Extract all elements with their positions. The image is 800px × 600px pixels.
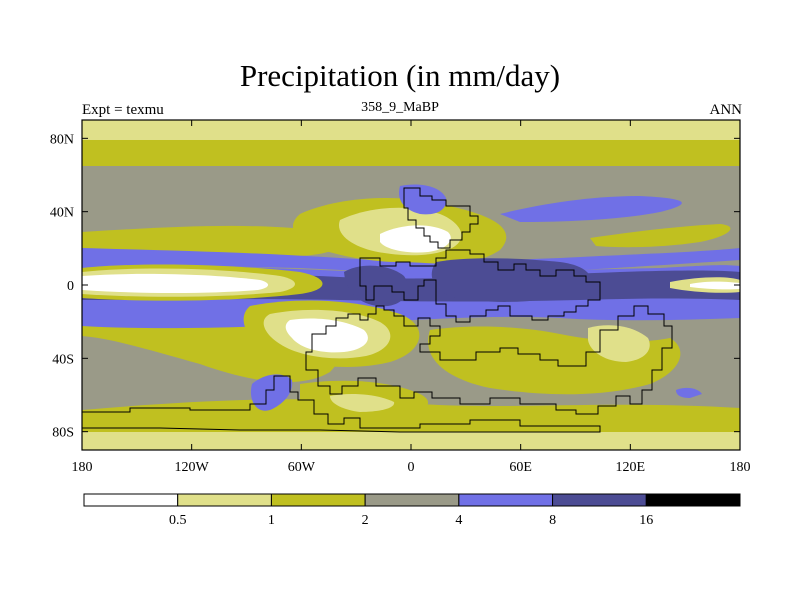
continent-outline-west-south (82, 375, 601, 433)
contour-fill-southeast-light (588, 325, 650, 362)
contour-fill-southern-blue-patch (250, 374, 293, 411)
axes: 180 120W 60W 0 60E 120E 180 80N 40N 0 40S 80S (50, 120, 751, 475)
colorbar-label: 4 (455, 513, 462, 528)
x-tick-label: 180 (730, 460, 751, 475)
continent-outline-main (359, 249, 601, 323)
colorbar-box (458, 493, 554, 507)
y-tick-label: 40N (50, 206, 74, 221)
x-tick-label: 120E (616, 460, 646, 475)
continent-outline-south (305, 305, 673, 415)
colorbar-box (177, 493, 272, 507)
colorbar-label: 0.5 (169, 513, 187, 528)
colorbar: 0.5 1 2 4 8 16 (83, 493, 741, 528)
x-tick-label: 0 (408, 460, 415, 475)
colorbar-box (552, 493, 647, 507)
contour-fill-east-itcz-white (690, 281, 740, 290)
season-label: ANN (709, 102, 743, 118)
contour-fill-southern-blue-small (676, 387, 702, 398)
contour-fill-north-blue-patch (398, 184, 447, 215)
contour-fill-itcz-white (82, 273, 269, 293)
colorbar-label: 1 (268, 513, 275, 528)
x-tick-label: 60W (288, 460, 316, 475)
y-tick-label: 0 (67, 279, 74, 294)
contour-fill-south-white-zone (285, 318, 368, 353)
colorbar-label: 16 (639, 513, 653, 528)
colorbar-box (83, 493, 179, 507)
colorbar-box (645, 493, 741, 507)
continent-outlines (82, 187, 673, 433)
colorbar-box (270, 493, 366, 507)
contour-field (82, 120, 740, 450)
y-tick-label: 80S (52, 426, 74, 441)
chart-title: Precipitation (in mm/day) (239, 58, 561, 93)
continent-outline-north (403, 187, 479, 249)
contour-fill-northern-olive (590, 224, 731, 248)
contour-fill-central-blue (431, 258, 591, 302)
contour-fill-north-subtropic-olive (82, 225, 345, 257)
colorbar-box (364, 493, 460, 507)
y-tick-label: 80N (50, 132, 74, 147)
x-tick-label: 180 (72, 460, 93, 475)
x-tick-label: 120W (175, 460, 210, 475)
colorbar-label: 8 (549, 513, 556, 528)
experiment-label: Expt = texmu (82, 102, 164, 118)
colorbar-label: 2 (362, 513, 369, 528)
contour-fill-north-light (82, 120, 740, 142)
contour-fill-south-light (82, 428, 740, 450)
contour-fill-south-olive (82, 399, 740, 432)
contour-fill-central-white (380, 225, 451, 253)
contour-fill-antarctic-light (330, 394, 395, 412)
contour-fill-northern-blue (500, 196, 682, 222)
period-label: 358_9_MaBP (361, 100, 439, 115)
y-tick-label: 40S (52, 352, 74, 367)
x-tick-label: 60E (509, 460, 532, 475)
contour-fill-north-olive (82, 140, 740, 166)
